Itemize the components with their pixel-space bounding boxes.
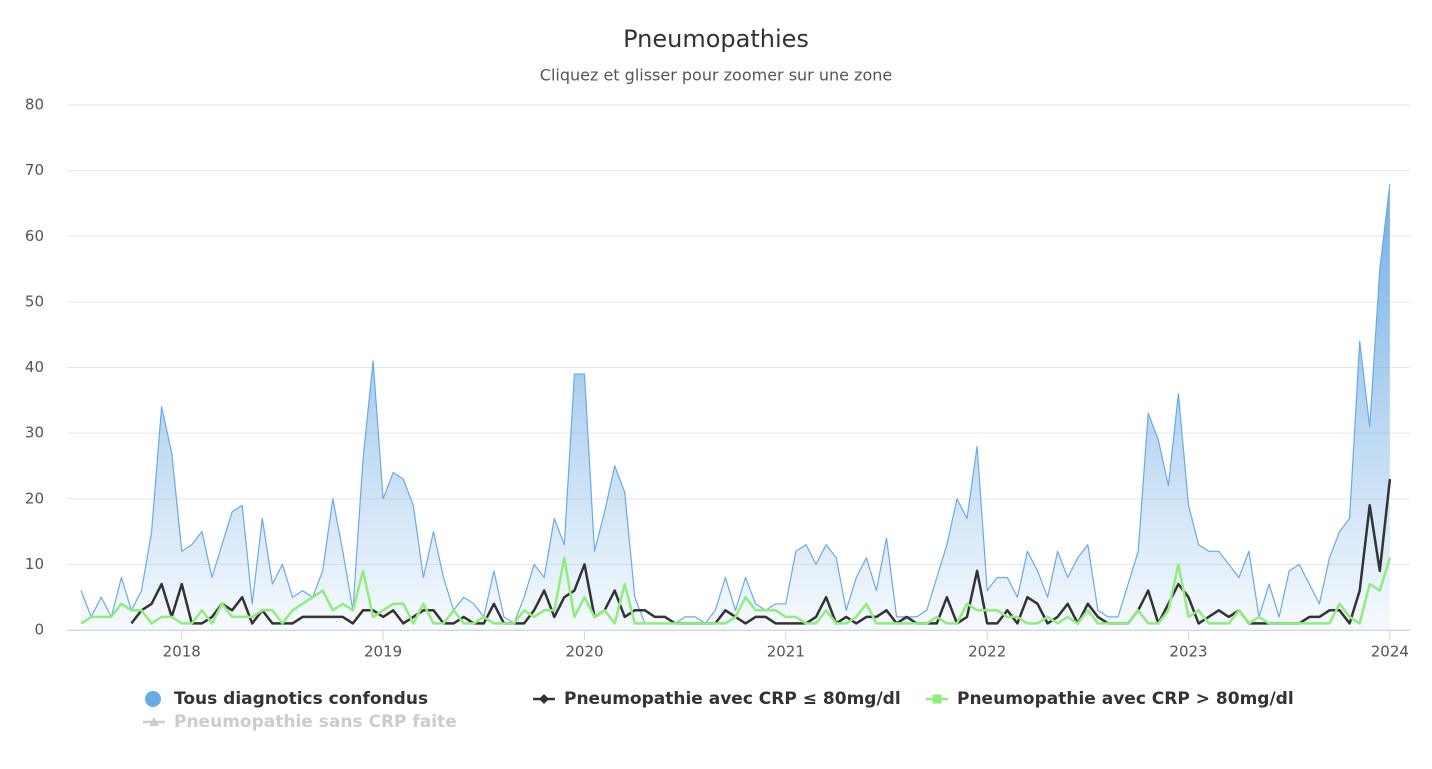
- x-tick-label: 2024: [1371, 643, 1409, 661]
- y-tick-label: 0: [34, 621, 44, 639]
- series-line: [80, 556, 1392, 625]
- series-line: [80, 183, 1391, 624]
- legend-item[interactable]: Tous diagnotics confondus: [145, 689, 428, 709]
- x-tick-label: 2020: [565, 643, 603, 661]
- x-tick-label: 2022: [968, 643, 1006, 661]
- y-tick-label: 70: [25, 161, 44, 179]
- y-tick-label: 60: [25, 227, 44, 245]
- x-tick-label: 2018: [163, 643, 201, 661]
- legend-marker: [149, 717, 159, 726]
- chart-title: Pneumopathies: [623, 25, 809, 53]
- y-tick-label: 50: [25, 292, 44, 310]
- legend-marker: [145, 691, 161, 707]
- legend-marker: [932, 694, 942, 704]
- x-tick-label: 2023: [1169, 643, 1207, 661]
- legend-item[interactable]: Pneumopathie avec CRP > 80mg/dl: [926, 689, 1294, 709]
- legend-item[interactable]: Pneumopathie avec CRP ≤ 80mg/dl: [533, 689, 901, 709]
- area-fill: [81, 183, 1390, 631]
- y-tick-label: 10: [25, 555, 44, 573]
- series-line: [130, 478, 1392, 625]
- legend-label: Pneumopathie sans CRP faite: [174, 712, 457, 732]
- x-tick-label: 2021: [767, 643, 805, 661]
- legend-label: Pneumopathie avec CRP > 80mg/dl: [957, 689, 1294, 709]
- y-tick-label: 40: [25, 358, 44, 376]
- y-tick-label: 80: [25, 96, 44, 114]
- legend-label: Pneumopathie avec CRP ≤ 80mg/dl: [564, 689, 901, 709]
- x-tick-label: 2019: [364, 643, 402, 661]
- legend-label: Tous diagnotics confondus: [174, 689, 428, 709]
- legend-marker: [539, 694, 549, 704]
- y-tick-label: 20: [25, 489, 44, 507]
- legend-item[interactable]: Pneumopathie sans CRP faite: [143, 712, 457, 732]
- y-tick-label: 30: [25, 424, 44, 442]
- chart-subtitle: Cliquez et glisser pour zoomer sur une z…: [540, 66, 892, 85]
